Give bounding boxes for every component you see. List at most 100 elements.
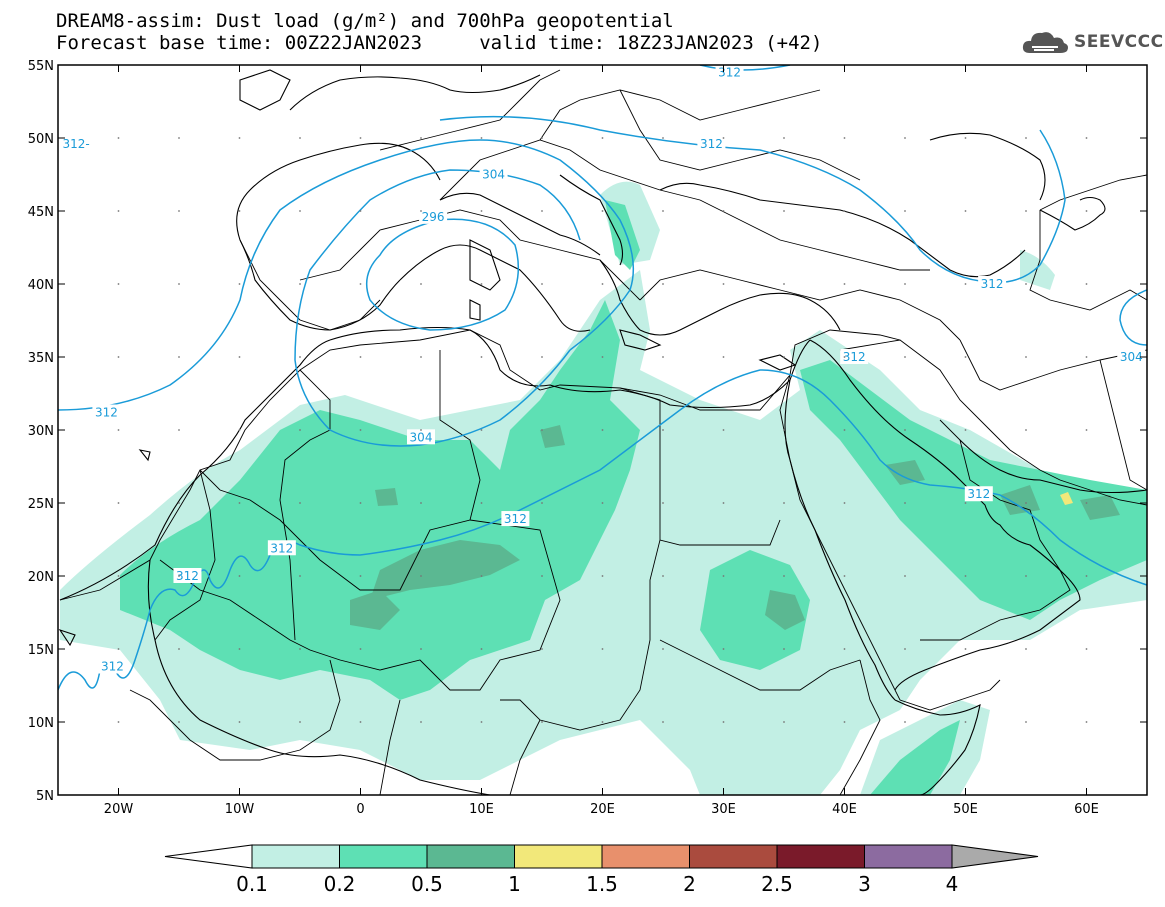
grid-dot [359,575,362,577]
colorbar-swatch [864,844,953,869]
colorbar-label: 4 [946,872,959,896]
lon-tick-label: 20W [104,802,134,817]
grid-dot [238,502,241,504]
grid-dot [117,283,120,285]
contour-label-bg [92,404,121,420]
grid-dot [178,721,180,723]
grid-dot [420,356,422,358]
contour-label-bg [173,568,202,583]
grid-dot [480,137,483,139]
contour-label-bg [407,429,435,445]
colorbar-label: 3 [858,872,871,896]
grid-dot [541,648,543,650]
lat-tick-label: 50N [28,132,54,147]
lat-tick-label: 30N [28,424,54,439]
grid-dot [904,137,906,139]
colorbar-swatch [251,844,340,869]
contour-labels: 312 312 312- 304 296 312 304 312 312 304 312 312 312… [58,64,1146,674]
contour-label: 312 [967,487,990,501]
grid-dot [238,648,241,650]
grid-dot [662,210,664,212]
grid-dot [178,283,180,285]
grid-dot [1025,137,1027,139]
grid-dot [904,356,906,358]
grid-dot [1085,429,1088,431]
grid-dot [420,210,422,212]
contour-label-bg [1117,349,1146,364]
grid-dot [601,356,604,358]
contour-label: 312 [270,541,293,555]
contour-label: 312 [504,512,527,526]
lat-tick-label: 45N [28,205,54,220]
contour-label: 312 [843,350,866,364]
grid-dot [359,648,362,650]
colorbar-label: 1 [508,872,521,896]
grid-dot [722,210,725,212]
grid-dot [904,283,906,285]
contour-label: 312 [700,137,723,151]
grid-dot [420,502,422,504]
grid-dot [359,721,362,723]
contour-label-bg [267,540,296,556]
grid-dot [117,429,120,431]
grid-dot [964,721,967,723]
map-subtitle: Forecast base time: 00Z22JAN2023 valid t… [56,32,823,54]
grid-dot [480,283,483,285]
grid-dot [904,575,906,577]
grid-dot [420,721,422,723]
grid-dot [964,137,967,139]
lat-tick-label: 20N [28,570,54,585]
grid-dot [299,137,301,139]
grid-dot [299,502,301,504]
contour-label-bg [58,135,95,151]
grid-dot [783,721,785,723]
grid-dot [783,356,785,358]
map-title: DREAM8-assim: Dust load (g/m²) and 700hP… [56,10,674,32]
grid-dot [238,721,241,723]
grid-dot [480,210,483,212]
grid-dot [964,283,967,285]
grid-dot [783,283,785,285]
grid-dot [722,648,725,650]
grid-dot [662,429,664,431]
grid-dot [299,721,301,723]
grid-dot [843,648,846,650]
grid-dot [1025,283,1027,285]
grid-dot [480,648,483,650]
grid-dot [1025,575,1027,577]
grid-dot [1085,137,1088,139]
grid-dot [722,429,725,431]
grid-dot [783,648,785,650]
contour-label: 304 [1120,350,1143,364]
lat-tick-label: 35N [28,351,54,366]
contour-label: 304 [482,168,505,182]
grid-dot [299,429,301,431]
grid-dot [662,283,664,285]
lon-tick-label: 30E [711,802,736,817]
grid-dot [722,575,725,577]
grid-dot [783,502,785,504]
contour-label-bg [419,208,448,224]
grid-dot [904,502,906,504]
grid-dot [601,210,604,212]
grid-dot [904,210,906,212]
grid-dot [541,429,543,431]
grid-dot [722,356,725,358]
lat-tick-label: 55N [28,59,54,74]
longitude-ticks: 20W 10W 0 10E 20E 30E 40E 50E 60E [104,65,1099,817]
grid-dot [359,429,362,431]
grid-dot [359,137,362,139]
lon-tick-label: 40E [832,802,857,817]
grid-dot [299,648,301,650]
grid-dot [117,356,120,358]
grid-dot [1085,283,1088,285]
grid-dot [117,502,120,504]
contour-label: 312 [95,405,118,419]
grid-dot [117,137,120,139]
grid-dot [117,721,120,723]
grid-dot [964,575,967,577]
grid-dot [299,283,301,285]
logo: SEEVCCC [1020,27,1164,57]
grid-dot [904,721,906,723]
grid-dot [601,429,604,431]
